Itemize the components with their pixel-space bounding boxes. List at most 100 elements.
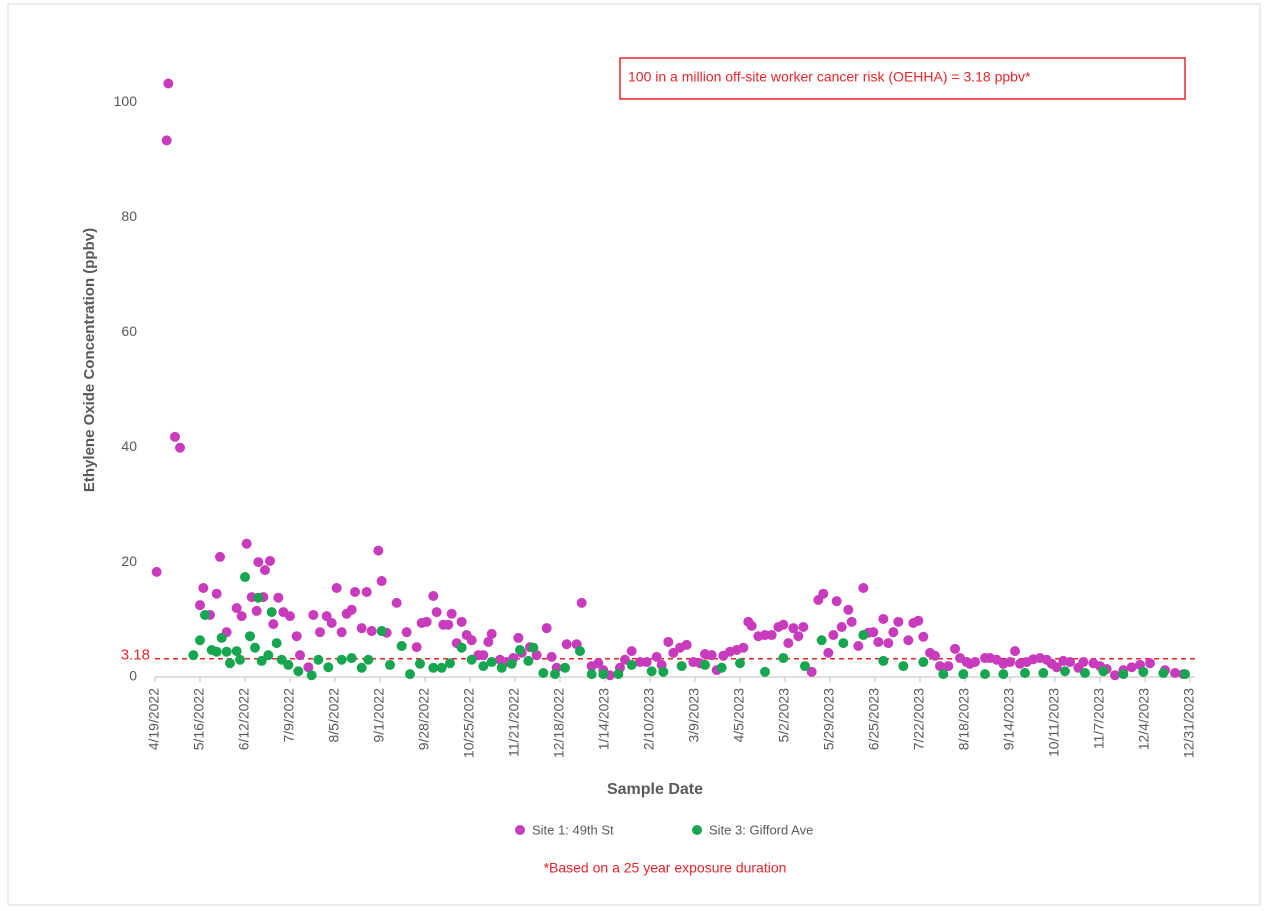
point: [483, 636, 494, 647]
reference-label: 3.18: [121, 647, 150, 664]
y-axis-title: Ethylene Oxide Concentration (ppbv): [81, 228, 98, 492]
point: [858, 582, 869, 593]
point: [421, 616, 432, 627]
point: [151, 566, 162, 577]
point: [846, 616, 857, 627]
point: [200, 609, 210, 620]
x-tick-label: 7/9/2022: [281, 688, 297, 743]
point: [285, 611, 295, 622]
point: [293, 666, 304, 677]
point: [245, 631, 255, 642]
point: [291, 631, 302, 642]
point: [321, 611, 332, 622]
point: [626, 659, 637, 670]
point: [326, 617, 337, 628]
point: [240, 572, 250, 583]
point: [598, 669, 609, 680]
legend-marker: [515, 825, 525, 835]
point: [938, 669, 949, 680]
x-tick-label: 11/21/2022: [506, 688, 522, 757]
x-tick-label: 3/9/2023: [686, 688, 702, 743]
legend-marker: [692, 825, 702, 835]
point: [376, 626, 387, 637]
point: [868, 627, 879, 638]
point: [1098, 666, 1109, 677]
point: [843, 604, 854, 615]
point: [446, 608, 457, 619]
point: [198, 582, 209, 593]
point: [405, 669, 415, 680]
point: [496, 662, 507, 673]
point: [903, 635, 914, 646]
point: [546, 651, 557, 662]
point: [376, 576, 387, 587]
point: [456, 642, 467, 653]
x-tick-label: 9/14/2023: [1001, 688, 1017, 750]
x-tick-label: 4/5/2023: [731, 688, 747, 743]
point: [373, 545, 384, 556]
point: [806, 666, 817, 677]
legend-label: Site 1: 49th St: [532, 822, 614, 837]
point: [415, 658, 425, 669]
point: [456, 616, 467, 627]
point: [271, 638, 282, 649]
point: [980, 669, 990, 680]
point: [231, 646, 242, 657]
point: [366, 626, 377, 637]
x-tick-label: 10/25/2022: [461, 688, 477, 758]
x-tick-label: 9/1/2022: [371, 688, 387, 743]
point: [250, 642, 260, 653]
point: [760, 666, 770, 677]
point: [306, 670, 317, 681]
point: [561, 639, 572, 650]
point: [651, 651, 662, 662]
point: [486, 628, 497, 639]
x-axis-title: Sample Date: [607, 781, 703, 798]
point: [253, 592, 264, 603]
point: [515, 644, 525, 655]
point: [436, 662, 447, 673]
point: [798, 622, 809, 633]
point: [888, 627, 899, 638]
point: [676, 661, 687, 672]
annotation-box: [619, 57, 1186, 100]
point: [541, 623, 552, 634]
point: [918, 631, 929, 642]
x-tick-label: 5/16/2022: [191, 688, 207, 750]
point: [783, 638, 794, 649]
point: [1180, 669, 1190, 680]
point: [1138, 666, 1149, 677]
point: [738, 642, 749, 653]
point: [211, 646, 222, 657]
point: [873, 636, 884, 647]
point: [331, 582, 342, 593]
point: [998, 669, 1009, 680]
x-tick-label: 1/14/2023: [596, 688, 612, 750]
x-tick-label: 6/12/2022: [236, 688, 252, 750]
x-tick-label: 10/11/2023: [1046, 688, 1062, 757]
point: [1060, 666, 1070, 677]
point: [346, 653, 357, 664]
point: [613, 669, 624, 680]
point: [506, 658, 517, 669]
point: [586, 669, 597, 680]
point: [766, 630, 777, 641]
point: [878, 655, 889, 666]
y-tick-label: 0: [129, 668, 137, 684]
x-tick-label: 2/10/2023: [641, 688, 657, 750]
point: [513, 632, 524, 643]
x-tick-label: 4/19/2022: [146, 688, 162, 750]
x-tick-label: 12/31/2023: [1181, 688, 1197, 758]
x-tick-label: 8/18/2023: [956, 688, 972, 750]
point: [576, 597, 587, 608]
point: [443, 619, 454, 630]
point: [315, 627, 325, 638]
point: [898, 661, 909, 672]
point: [735, 658, 745, 669]
y-tick-label: 20: [121, 553, 137, 569]
point: [853, 640, 864, 651]
footnote: *Based on a 25 year exposure duration: [544, 860, 787, 876]
point: [1005, 657, 1015, 668]
point: [838, 638, 849, 649]
point: [396, 640, 407, 651]
